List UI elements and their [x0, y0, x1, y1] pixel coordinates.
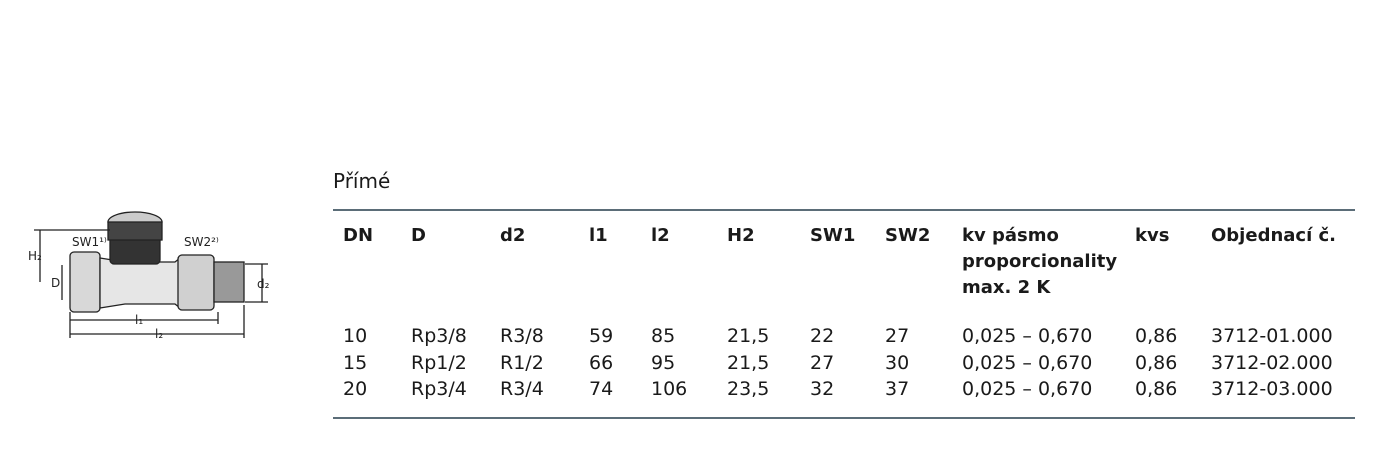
table-cell: 22 [810, 325, 835, 347]
table-cell: 27 [810, 351, 835, 374]
header-cell: Objednací č. [1211, 225, 1337, 246]
table-cell: 27 [885, 325, 910, 347]
table-cell: R1/2 [500, 351, 544, 374]
table-cell: Rp3/4 [411, 378, 467, 400]
table-cell: 59 [589, 325, 614, 347]
table-cell: R3/4 [500, 378, 544, 400]
label-l2: l₂ [155, 327, 163, 341]
header-cell: H2 [727, 225, 755, 246]
table-cell: 0,86 [1135, 351, 1178, 374]
table-cell: 37 [885, 378, 910, 400]
table-cell: 10 [343, 325, 368, 347]
table-cell: 3712-01.000 [1211, 325, 1333, 347]
table-cell: Rp3/8 [411, 325, 467, 347]
table-cell: 20 [343, 378, 368, 400]
table-cell: 0,86 [1135, 325, 1178, 347]
table-cell: 3712-02.000 [1211, 351, 1333, 374]
table-cell: 3712-03.000 [1211, 378, 1333, 400]
table-cell: 15 [343, 351, 368, 374]
table-cell: 0,86 [1135, 378, 1178, 400]
label-d: D [51, 276, 60, 290]
header-cell: l1 [589, 225, 608, 246]
table-cell: 0,025 – 0,670 [962, 378, 1093, 400]
top-rule [333, 209, 1355, 211]
table-cell: 66 [589, 351, 614, 374]
label-d2: d₂ [257, 277, 270, 291]
valve-drawing: SW1¹⁾ SW2²⁾ H₂ D d₂ l₁ l₂ [28, 211, 270, 341]
bottom-rule [333, 417, 1355, 419]
table-cell: 21,5 [727, 325, 770, 347]
header-cell: kvs [1135, 225, 1170, 246]
header-cell: DN [343, 225, 374, 246]
label-sw2: SW2²⁾ [184, 235, 219, 249]
header-cell: SW1 [810, 225, 856, 246]
table-cell: Rp1/2 [411, 351, 467, 374]
header-cell: l2 [651, 225, 670, 246]
table-cell: 74 [589, 378, 614, 400]
table-title: Přímé [333, 169, 391, 193]
label-h2: H₂ [28, 249, 42, 263]
label-l1: l₁ [135, 313, 143, 327]
table-cell: 0,025 – 0,670 [962, 325, 1093, 347]
table-cell: 0,025 – 0,670 [962, 351, 1093, 374]
table-cell: 85 [651, 325, 676, 347]
header-cell: SW2 [885, 225, 931, 246]
table-cell: 32 [810, 378, 835, 400]
table-cell: 95 [651, 351, 676, 374]
table-cell: 106 [651, 378, 688, 400]
label-sw1: SW1¹⁾ [72, 235, 107, 249]
header-cell: d2 [500, 225, 526, 246]
header-cell: kv pásmo proporcionality max. 2 K [962, 225, 1118, 298]
table-cell: 21,5 [727, 351, 770, 374]
table-cell: 30 [885, 351, 910, 374]
table-cell: 23,5 [727, 378, 770, 400]
table-cell: R3/8 [500, 325, 544, 347]
header-cell: D [411, 225, 426, 246]
